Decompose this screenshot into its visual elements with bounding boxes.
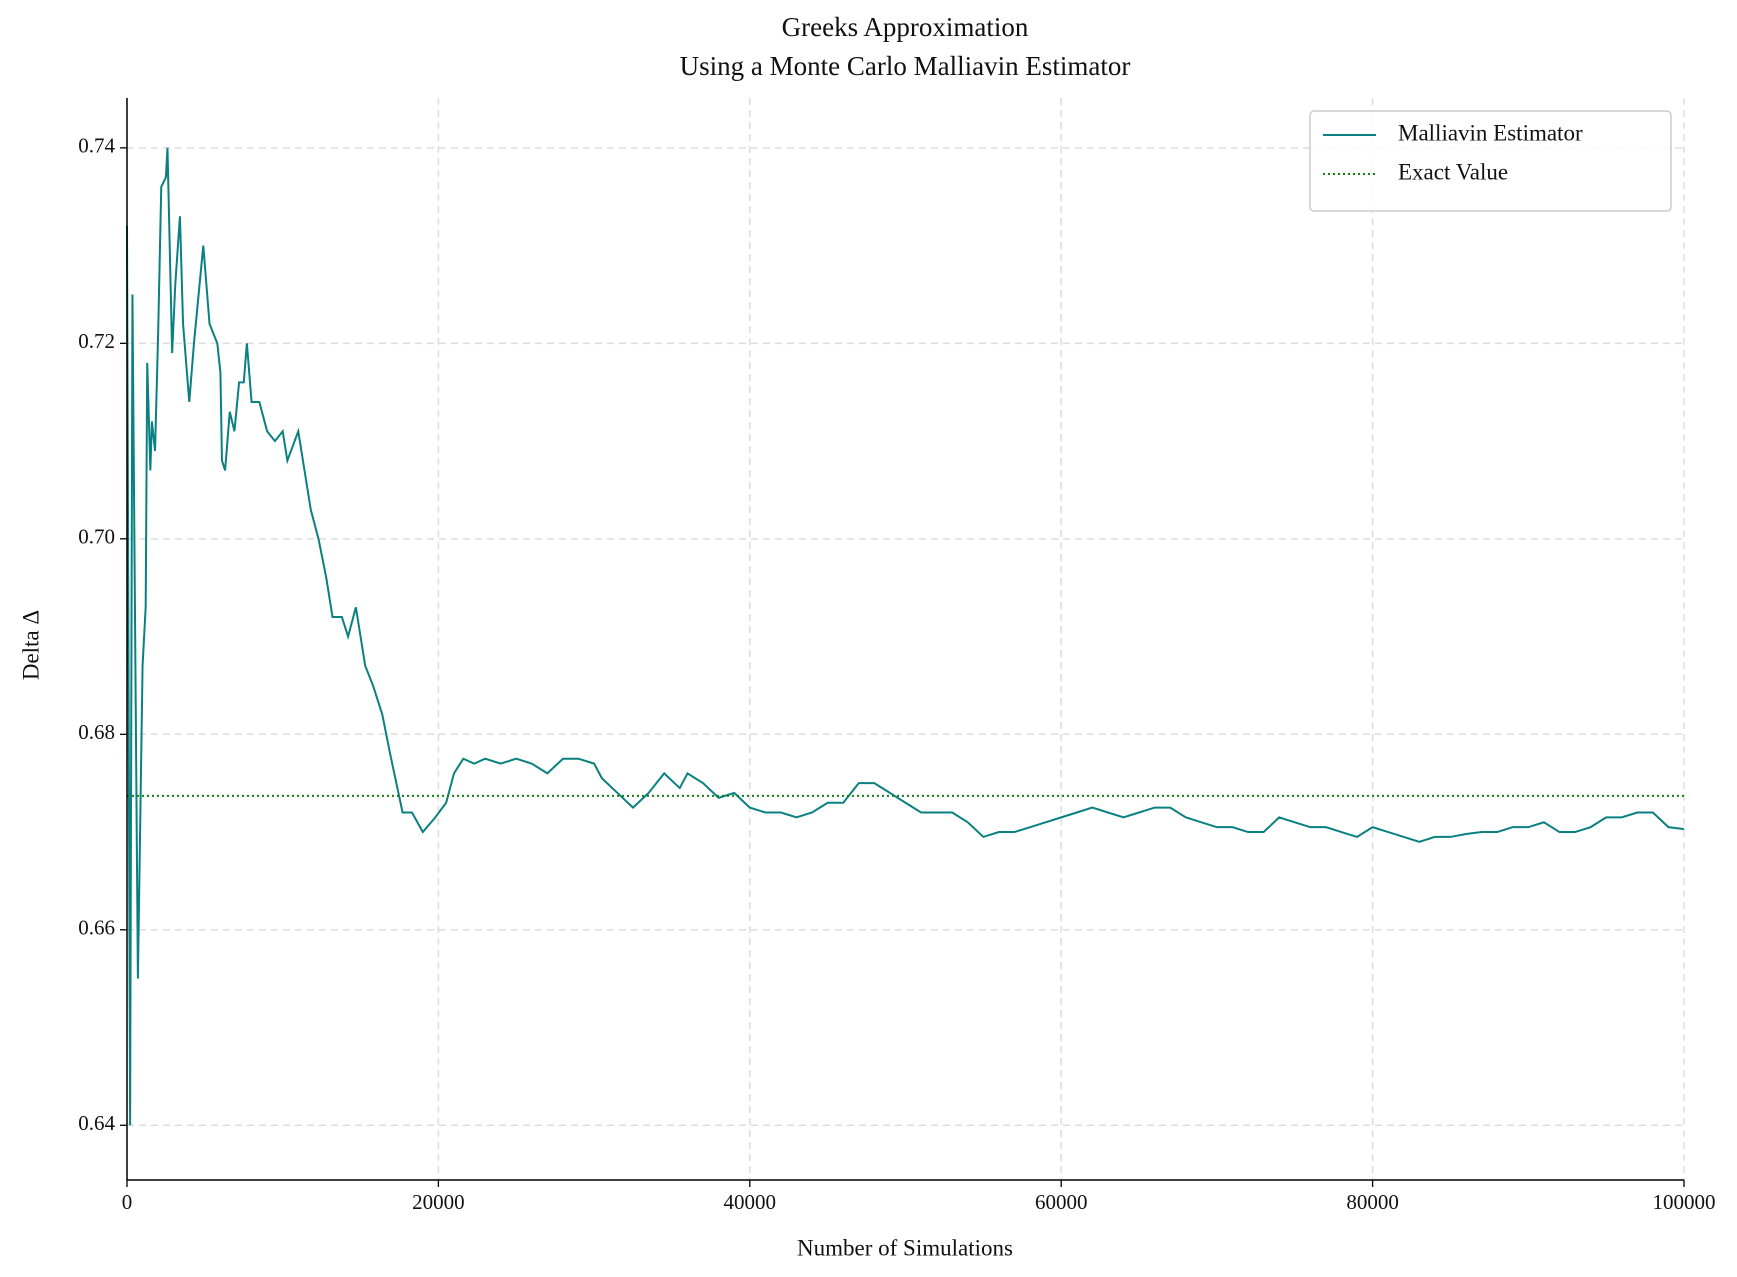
legend-label: Exact Value bbox=[1398, 159, 1508, 184]
y-tick-label: 0.70 bbox=[78, 525, 115, 549]
x-tick-label: 20000 bbox=[412, 1190, 465, 1214]
y-tick-label: 0.66 bbox=[78, 916, 115, 940]
chart-subtitle: Using a Monte Carlo Malliavin Estimator bbox=[680, 51, 1131, 81]
y-tick-label: 0.68 bbox=[78, 720, 115, 744]
y-tick-label: 0.74 bbox=[78, 134, 115, 158]
x-tick-label: 80000 bbox=[1346, 1190, 1399, 1214]
legend-box bbox=[1309, 110, 1672, 212]
x-tick-label: 100000 bbox=[1653, 1190, 1716, 1214]
legend-label: Malliavin Estimator bbox=[1398, 120, 1583, 145]
data-line bbox=[126, 147, 1685, 1126]
y-axis-label: Delta Δ bbox=[18, 610, 43, 680]
y-tick-label: 0.72 bbox=[78, 329, 115, 353]
x-tick-label: 60000 bbox=[1035, 1190, 1088, 1214]
x-tick-label: 40000 bbox=[724, 1190, 777, 1214]
x-tick-label: 0 bbox=[122, 1190, 133, 1214]
x-axis-label: Number of Simulations bbox=[797, 1235, 1013, 1260]
chart-title: Greeks Approximation bbox=[782, 12, 1029, 42]
y-tick-label: 0.64 bbox=[78, 1111, 115, 1135]
